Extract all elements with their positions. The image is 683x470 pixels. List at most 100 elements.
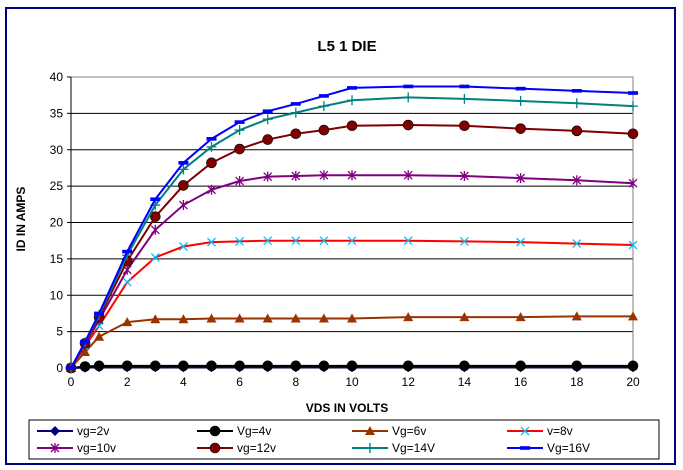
data-point (346, 360, 358, 372)
y-tick-label: 5 (56, 325, 63, 339)
data-point (66, 366, 76, 370)
data-point (206, 137, 217, 141)
legend-item: vg=2v (37, 424, 109, 438)
data-point (150, 224, 160, 235)
data-point (571, 311, 582, 321)
data-point (319, 236, 329, 246)
data-point (318, 124, 330, 136)
data-point (318, 313, 329, 323)
x-tick-label: 2 (124, 375, 131, 389)
legend-marker (365, 443, 375, 453)
y-tick-label: 20 (50, 216, 64, 230)
data-point (515, 312, 526, 322)
data-point (150, 252, 160, 262)
series-Vg=16V (66, 84, 638, 370)
data-point (262, 134, 274, 145)
data-point (122, 277, 132, 287)
data-point (571, 360, 583, 372)
legend-label: v=8v (547, 424, 573, 438)
y-tick-label: 10 (50, 288, 64, 302)
data-point (178, 314, 189, 324)
data-point (178, 242, 188, 251)
data-point (347, 236, 357, 246)
data-point (572, 175, 582, 186)
data-point (206, 157, 217, 169)
data-point (403, 312, 414, 322)
data-point (571, 89, 582, 93)
legend-item: Vg=14V (352, 441, 435, 455)
x-tick-label: 18 (570, 375, 584, 389)
data-point (290, 102, 301, 106)
chart-frame: L5 1 DIE 0 5 10 15 20 25 30 35 40 0 2 4 6 8 10 12 14 16 1… (5, 7, 676, 465)
data-point (515, 360, 526, 372)
data-point (206, 141, 217, 152)
legend-item: v=8v (507, 424, 573, 438)
y-axis-label: ID IN AMPS (14, 187, 28, 252)
data-point (459, 93, 470, 104)
data-point (80, 340, 91, 344)
data-point (290, 107, 301, 118)
data-point (318, 360, 330, 372)
data-point (347, 170, 357, 181)
data-point (571, 125, 583, 137)
data-point (290, 128, 302, 140)
legend-item: vg=12v (197, 441, 276, 455)
legend-marker (520, 446, 530, 450)
data-point (94, 311, 105, 316)
legend-marker (209, 442, 221, 454)
data-point (122, 317, 133, 327)
legend-item: Vg=4v (197, 424, 271, 438)
data-point (206, 360, 217, 372)
y-axis: 0 5 10 15 20 25 30 35 40 (50, 70, 71, 375)
x-tick-label: 10 (345, 375, 359, 389)
data-point (459, 120, 470, 132)
data-point (516, 237, 526, 247)
data-point (402, 119, 414, 131)
data-point (207, 184, 216, 195)
series-Vg=6v (66, 311, 638, 372)
data-point (234, 143, 245, 155)
legend-label: vg=2v (77, 424, 109, 438)
legend-marker (520, 426, 530, 436)
data-point (628, 178, 638, 189)
data-point (459, 84, 470, 89)
x-tick-label: 14 (458, 375, 472, 389)
data-point (178, 161, 189, 165)
legend-box (28, 419, 660, 460)
data-point (234, 360, 245, 372)
legend-item: vg=10v (37, 441, 116, 455)
data-point (628, 311, 638, 321)
data-point (150, 211, 161, 222)
data-point (121, 360, 133, 372)
data-point (262, 114, 273, 125)
data-point (515, 96, 526, 107)
series-vg=12v (65, 119, 639, 374)
data-point (627, 128, 639, 140)
data-point (319, 170, 329, 181)
data-point (235, 236, 245, 246)
y-tick-label: 0 (56, 361, 63, 375)
data-point (290, 313, 301, 323)
data-point (235, 176, 245, 187)
data-point (150, 314, 161, 324)
data-point (122, 249, 133, 254)
x-tick-label: 6 (236, 375, 243, 389)
data-point (318, 94, 329, 98)
data-point (262, 360, 274, 372)
x-tick-label: 12 (402, 375, 416, 389)
data-point (178, 180, 189, 191)
data-point (403, 92, 414, 103)
x-tick-label: 16 (514, 375, 528, 389)
data-point (459, 312, 470, 322)
data-point (291, 236, 301, 246)
series-group (65, 84, 639, 374)
legend-marker (209, 425, 221, 437)
data-point (459, 170, 469, 181)
data-point (402, 360, 414, 372)
data-point (628, 101, 638, 112)
legend-item: Vg=6v (352, 424, 426, 438)
x-tick-label: 0 (68, 375, 75, 389)
data-point (263, 236, 273, 246)
data-point (403, 236, 413, 246)
data-point (207, 237, 216, 247)
